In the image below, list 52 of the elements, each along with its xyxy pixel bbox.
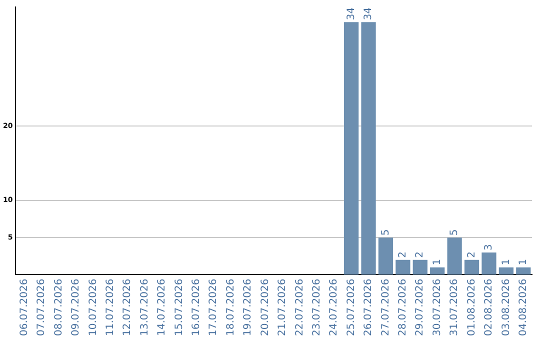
bar — [396, 260, 410, 275]
data-label: 2 — [414, 252, 426, 258]
x-tick-label: 31.07.2026 — [449, 278, 460, 336]
x-tick-label: 14.07.2026 — [156, 278, 168, 336]
x-tick-label: 07.07.2026 — [36, 278, 48, 336]
x-tick-label: 19.07.2026 — [242, 278, 254, 336]
data-label: 5 — [449, 229, 460, 236]
x-tick-label: 12.07.2026 — [122, 278, 134, 336]
bar — [482, 252, 496, 275]
x-tick-label: 01.08.2026 — [466, 278, 478, 336]
x-tick-label: 30.07.2026 — [432, 278, 443, 336]
x-tick-label: 11.07.2026 — [104, 278, 116, 336]
data-label: 2 — [466, 252, 478, 258]
bar — [378, 238, 394, 275]
x-tick-label: 29.07.2026 — [414, 278, 426, 336]
data-label: 3 — [484, 244, 495, 250]
bar — [516, 267, 531, 275]
x-tick-label: 27.07.2026 — [380, 278, 392, 336]
x-tick-label: 18.07.2026 — [225, 278, 236, 336]
data-label: 34 — [363, 7, 374, 20]
x-tick-label: 04.08.2026 — [518, 278, 529, 336]
x-tick-label: 20.07.2026 — [260, 278, 271, 336]
data-label: 2 — [398, 252, 409, 258]
x-tick-label: 03.08.2026 — [500, 278, 512, 336]
x-tick-label: 22.07.2026 — [294, 278, 306, 336]
x-tick-label: 16.07.2026 — [191, 278, 202, 336]
bar — [412, 260, 428, 275]
x-tick-label: 09.07.2026 — [70, 278, 82, 336]
data-label: 5 — [380, 229, 392, 236]
data-label: 1 — [432, 258, 443, 266]
x-tick-label: 10.07.2026 — [88, 278, 99, 336]
bar — [344, 22, 359, 275]
x-tick-label: 28.07.2026 — [398, 278, 409, 336]
x-tick-label: 17.07.2026 — [208, 278, 220, 336]
x-tick-label: 23.07.2026 — [311, 278, 322, 336]
data-label: 1 — [518, 258, 529, 266]
x-tick-label: 08.07.2026 — [53, 278, 64, 336]
x-tick-label: 02.08.2026 — [484, 278, 495, 336]
bar — [430, 267, 445, 275]
bar — [447, 238, 462, 275]
x-tick-label: 24.07.2026 — [328, 278, 340, 336]
bar — [498, 267, 514, 275]
x-tick-label: 15.07.2026 — [174, 278, 185, 336]
data-label: 1 — [500, 258, 512, 266]
bar — [361, 22, 376, 275]
x-tick-label: 26.07.2026 — [363, 278, 374, 336]
bar — [464, 260, 480, 275]
x-tick-label: 25.07.2026 — [346, 278, 357, 336]
x-tick-label: 13.07.2026 — [139, 278, 150, 336]
x-tick-label: 06.07.2026 — [18, 278, 30, 336]
data-label: 34 — [346, 7, 357, 20]
x-tick-label: 21.07.2026 — [277, 278, 288, 336]
